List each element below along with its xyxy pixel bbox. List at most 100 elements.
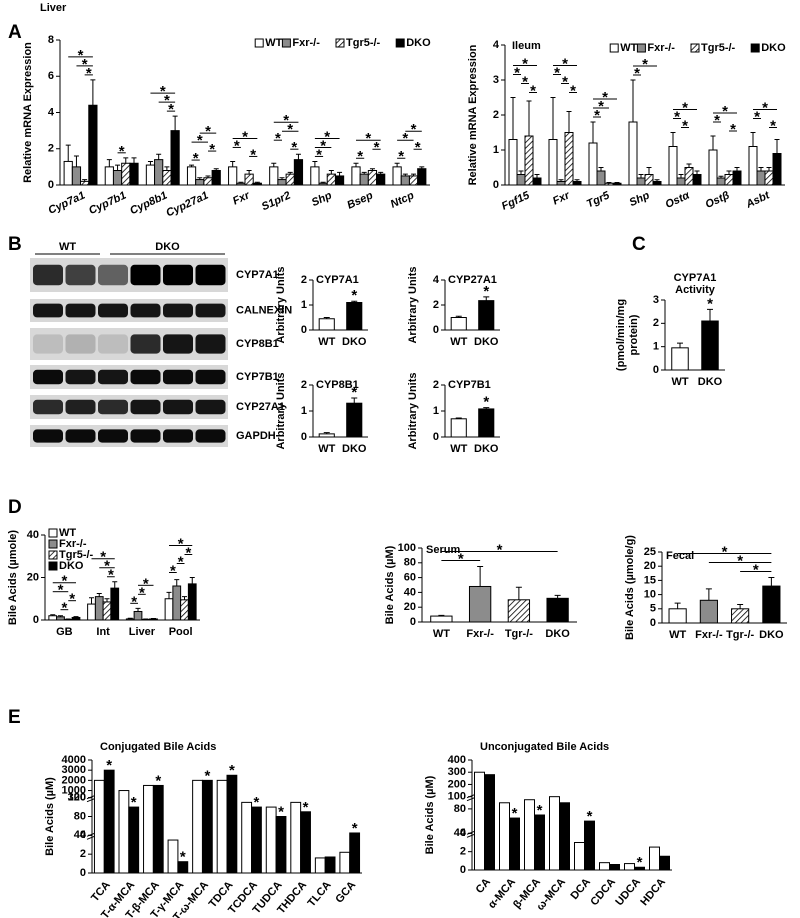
bar (112, 170, 123, 186)
y-tick-label: 0 (493, 179, 499, 191)
bar (180, 599, 189, 621)
significance-star: * (185, 544, 191, 561)
bar (314, 857, 326, 874)
bar (211, 170, 221, 186)
bar (128, 806, 140, 874)
y-tick-label: 3 (493, 74, 499, 86)
error-bar (726, 170, 732, 175)
bar (318, 433, 335, 438)
blot-band (65, 264, 96, 286)
panel-label: E (8, 707, 21, 728)
significance-star: * (398, 148, 404, 165)
error-bar (483, 407, 490, 409)
bar (676, 177, 686, 186)
error-bar (295, 153, 301, 160)
error-bar (174, 579, 180, 586)
bar (699, 599, 718, 624)
bar (226, 774, 238, 874)
y-axis-label: Arbitrary Units (407, 266, 419, 343)
chart-title: CYP8B1 (316, 379, 359, 391)
significance-star: * (170, 562, 176, 579)
error-bar (312, 160, 318, 167)
blot-band (130, 429, 161, 443)
panel-label: B (8, 234, 22, 255)
x-tick-label: Cyp7a1 (47, 189, 88, 216)
bar (450, 317, 467, 331)
significance-star: * (131, 593, 137, 610)
error-bar (510, 97, 516, 140)
bar (241, 801, 253, 874)
y-tick-label: 5 (650, 603, 656, 615)
bar (121, 162, 131, 186)
bar (644, 174, 654, 186)
bar (559, 802, 570, 871)
blot-group: DKO (155, 241, 180, 253)
significance-star: * (78, 47, 84, 64)
bar (692, 174, 702, 186)
significance-star: * (139, 584, 145, 601)
blot-band (65, 369, 96, 385)
legend-swatch (48, 539, 58, 549)
error-bar (205, 175, 211, 178)
bar (628, 121, 638, 186)
bar (731, 608, 750, 624)
significance-star: * (722, 103, 728, 120)
error-bar (774, 139, 780, 154)
chart-title: CYP7A1 (674, 272, 717, 284)
error-bar (598, 167, 604, 171)
error-bar (123, 157, 129, 164)
error-bar (534, 174, 540, 178)
significance-star: * (770, 117, 776, 134)
error-bar (287, 171, 293, 175)
significance-star: * (562, 55, 568, 72)
bar (546, 597, 569, 623)
x-tick-label: Cyp8b1 (128, 189, 169, 217)
bar (392, 166, 402, 186)
legend-swatch (48, 528, 58, 538)
significance-star: * (278, 803, 284, 820)
blot-band (163, 334, 193, 354)
error-bar (90, 79, 96, 106)
blot-band (163, 399, 193, 415)
y-tick-label: 2 (460, 846, 466, 858)
y-axis-label: Relative mRNA Expression (467, 44, 479, 185)
y-tick-label: 100 (398, 542, 416, 554)
significance-star: * (522, 55, 528, 72)
bar (478, 300, 495, 331)
blot-band (163, 369, 193, 385)
legend-label: DKO (406, 37, 431, 49)
y-tick-label: 200 (448, 778, 466, 790)
error-bar (89, 597, 94, 605)
bar (507, 599, 531, 623)
y-axis-label: Bile Acids (µM) (424, 775, 436, 854)
bar (708, 149, 718, 186)
bar (290, 801, 302, 874)
y-tick-label: 80 (404, 557, 416, 569)
bar (104, 166, 114, 186)
y-tick-label: 80 (74, 810, 86, 822)
y-tick-label: 300 (448, 766, 466, 778)
y-axis-label: (pmol/min/mg (615, 299, 627, 371)
bar (349, 832, 361, 874)
error-bar (166, 591, 172, 599)
blot-band (33, 264, 63, 286)
error-bar (279, 177, 285, 180)
bar (584, 820, 595, 871)
bar (450, 418, 467, 438)
bar (203, 177, 213, 186)
y-tick-label: 0 (433, 431, 439, 443)
significance-star: * (324, 128, 330, 145)
blot-label: CYP27A1 (236, 401, 285, 413)
legend-label: Fxr-/- (59, 538, 87, 550)
bar (293, 159, 304, 186)
bar (604, 182, 614, 186)
bar (285, 173, 295, 186)
error-bar (438, 614, 445, 617)
error-bar (455, 315, 462, 318)
bar (430, 615, 453, 623)
bar (103, 769, 115, 874)
y-tick-label: 4 (48, 106, 55, 118)
blot-band (65, 429, 96, 443)
blot-band (65, 399, 96, 415)
bar (339, 851, 351, 874)
